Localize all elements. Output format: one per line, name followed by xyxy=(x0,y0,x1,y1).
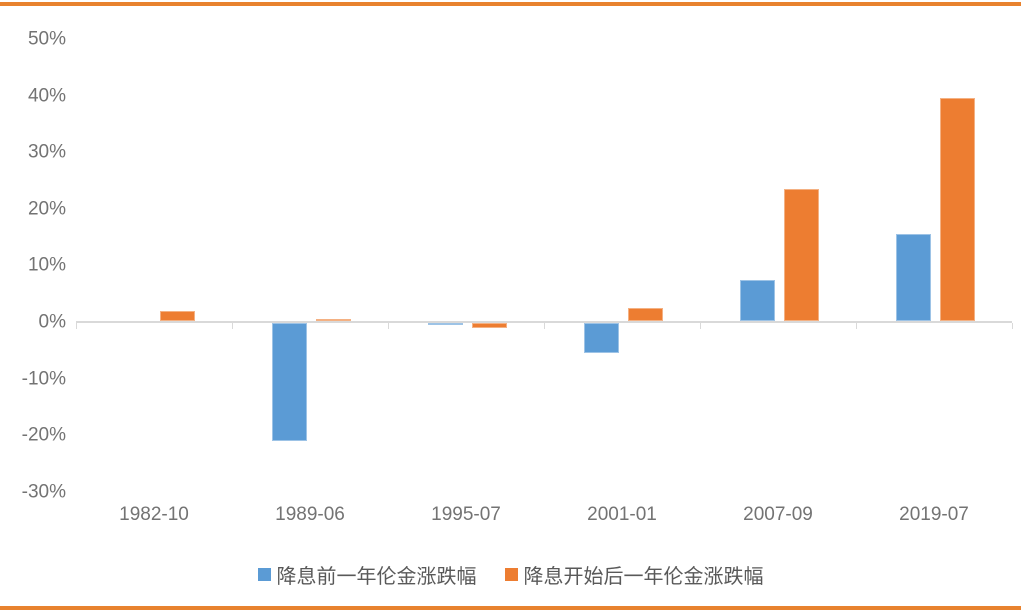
bar-before-2001-01 xyxy=(584,323,619,354)
bar-before-2007-09 xyxy=(740,279,775,321)
legend-item-after: 降息开始后一年伦金涨跌幅 xyxy=(504,560,764,589)
x-axis-tick-label: 1982-10 xyxy=(119,504,189,525)
y-axis-tick-label: 0% xyxy=(38,311,66,333)
bottom-accent-rule xyxy=(0,606,1021,610)
bar-after-1995-07 xyxy=(472,323,507,328)
bar-after-1989-06 xyxy=(316,319,351,321)
legend-swatch-orange xyxy=(504,568,518,581)
chart-legend: 降息前一年伦金涨跌幅 降息开始后一年伦金涨跌幅 xyxy=(0,560,1021,589)
x-axis-tick-label: 2007-09 xyxy=(743,504,813,525)
x-axis-tick-mark xyxy=(700,323,701,329)
x-axis-tick-label: 1995-07 xyxy=(431,504,501,525)
bar-before-1989-06 xyxy=(272,323,307,441)
x-axis-tick-mark xyxy=(544,323,545,329)
y-axis-tick-label: 30% xyxy=(27,141,66,163)
legend-label: 降息开始后一年伦金涨跌幅 xyxy=(523,566,764,588)
bar-after-2001-01 xyxy=(628,307,663,321)
y-axis-tick-label: -30% xyxy=(21,481,66,503)
x-axis-baseline xyxy=(76,321,1012,323)
x-axis-tick-label: 2001-01 xyxy=(587,504,657,525)
x-axis-tick-label: 2019-07 xyxy=(899,504,969,525)
x-axis-tick-mark xyxy=(1012,323,1013,329)
x-axis-tick-mark xyxy=(76,323,77,329)
bar-after-1982-10 xyxy=(160,310,195,321)
y-axis-tick-label: -10% xyxy=(21,368,66,390)
legend-label: 降息前一年伦金涨跌幅 xyxy=(276,566,477,588)
y-axis-tick-label: -20% xyxy=(21,424,66,446)
bar-before-2019-07 xyxy=(896,234,931,321)
y-axis-tick-label: 20% xyxy=(27,198,66,220)
bar-before-1995-07 xyxy=(428,323,463,325)
x-axis-tick-mark xyxy=(232,323,233,329)
top-accent-rule xyxy=(0,2,1021,6)
y-axis-tick-label: 10% xyxy=(27,254,66,276)
y-axis-tick-label: 40% xyxy=(27,85,66,107)
legend-swatch-blue xyxy=(257,568,271,581)
x-axis-tick-mark xyxy=(388,323,389,329)
legend-item-before: 降息前一年伦金涨跌幅 xyxy=(257,560,477,589)
x-axis-tick-label: 1989-06 xyxy=(275,504,345,525)
y-axis-tick-label: 50% xyxy=(27,28,66,50)
x-axis-tick-mark xyxy=(856,323,857,329)
bar-after-2019-07 xyxy=(940,98,975,321)
bar-after-2007-09 xyxy=(784,188,819,321)
